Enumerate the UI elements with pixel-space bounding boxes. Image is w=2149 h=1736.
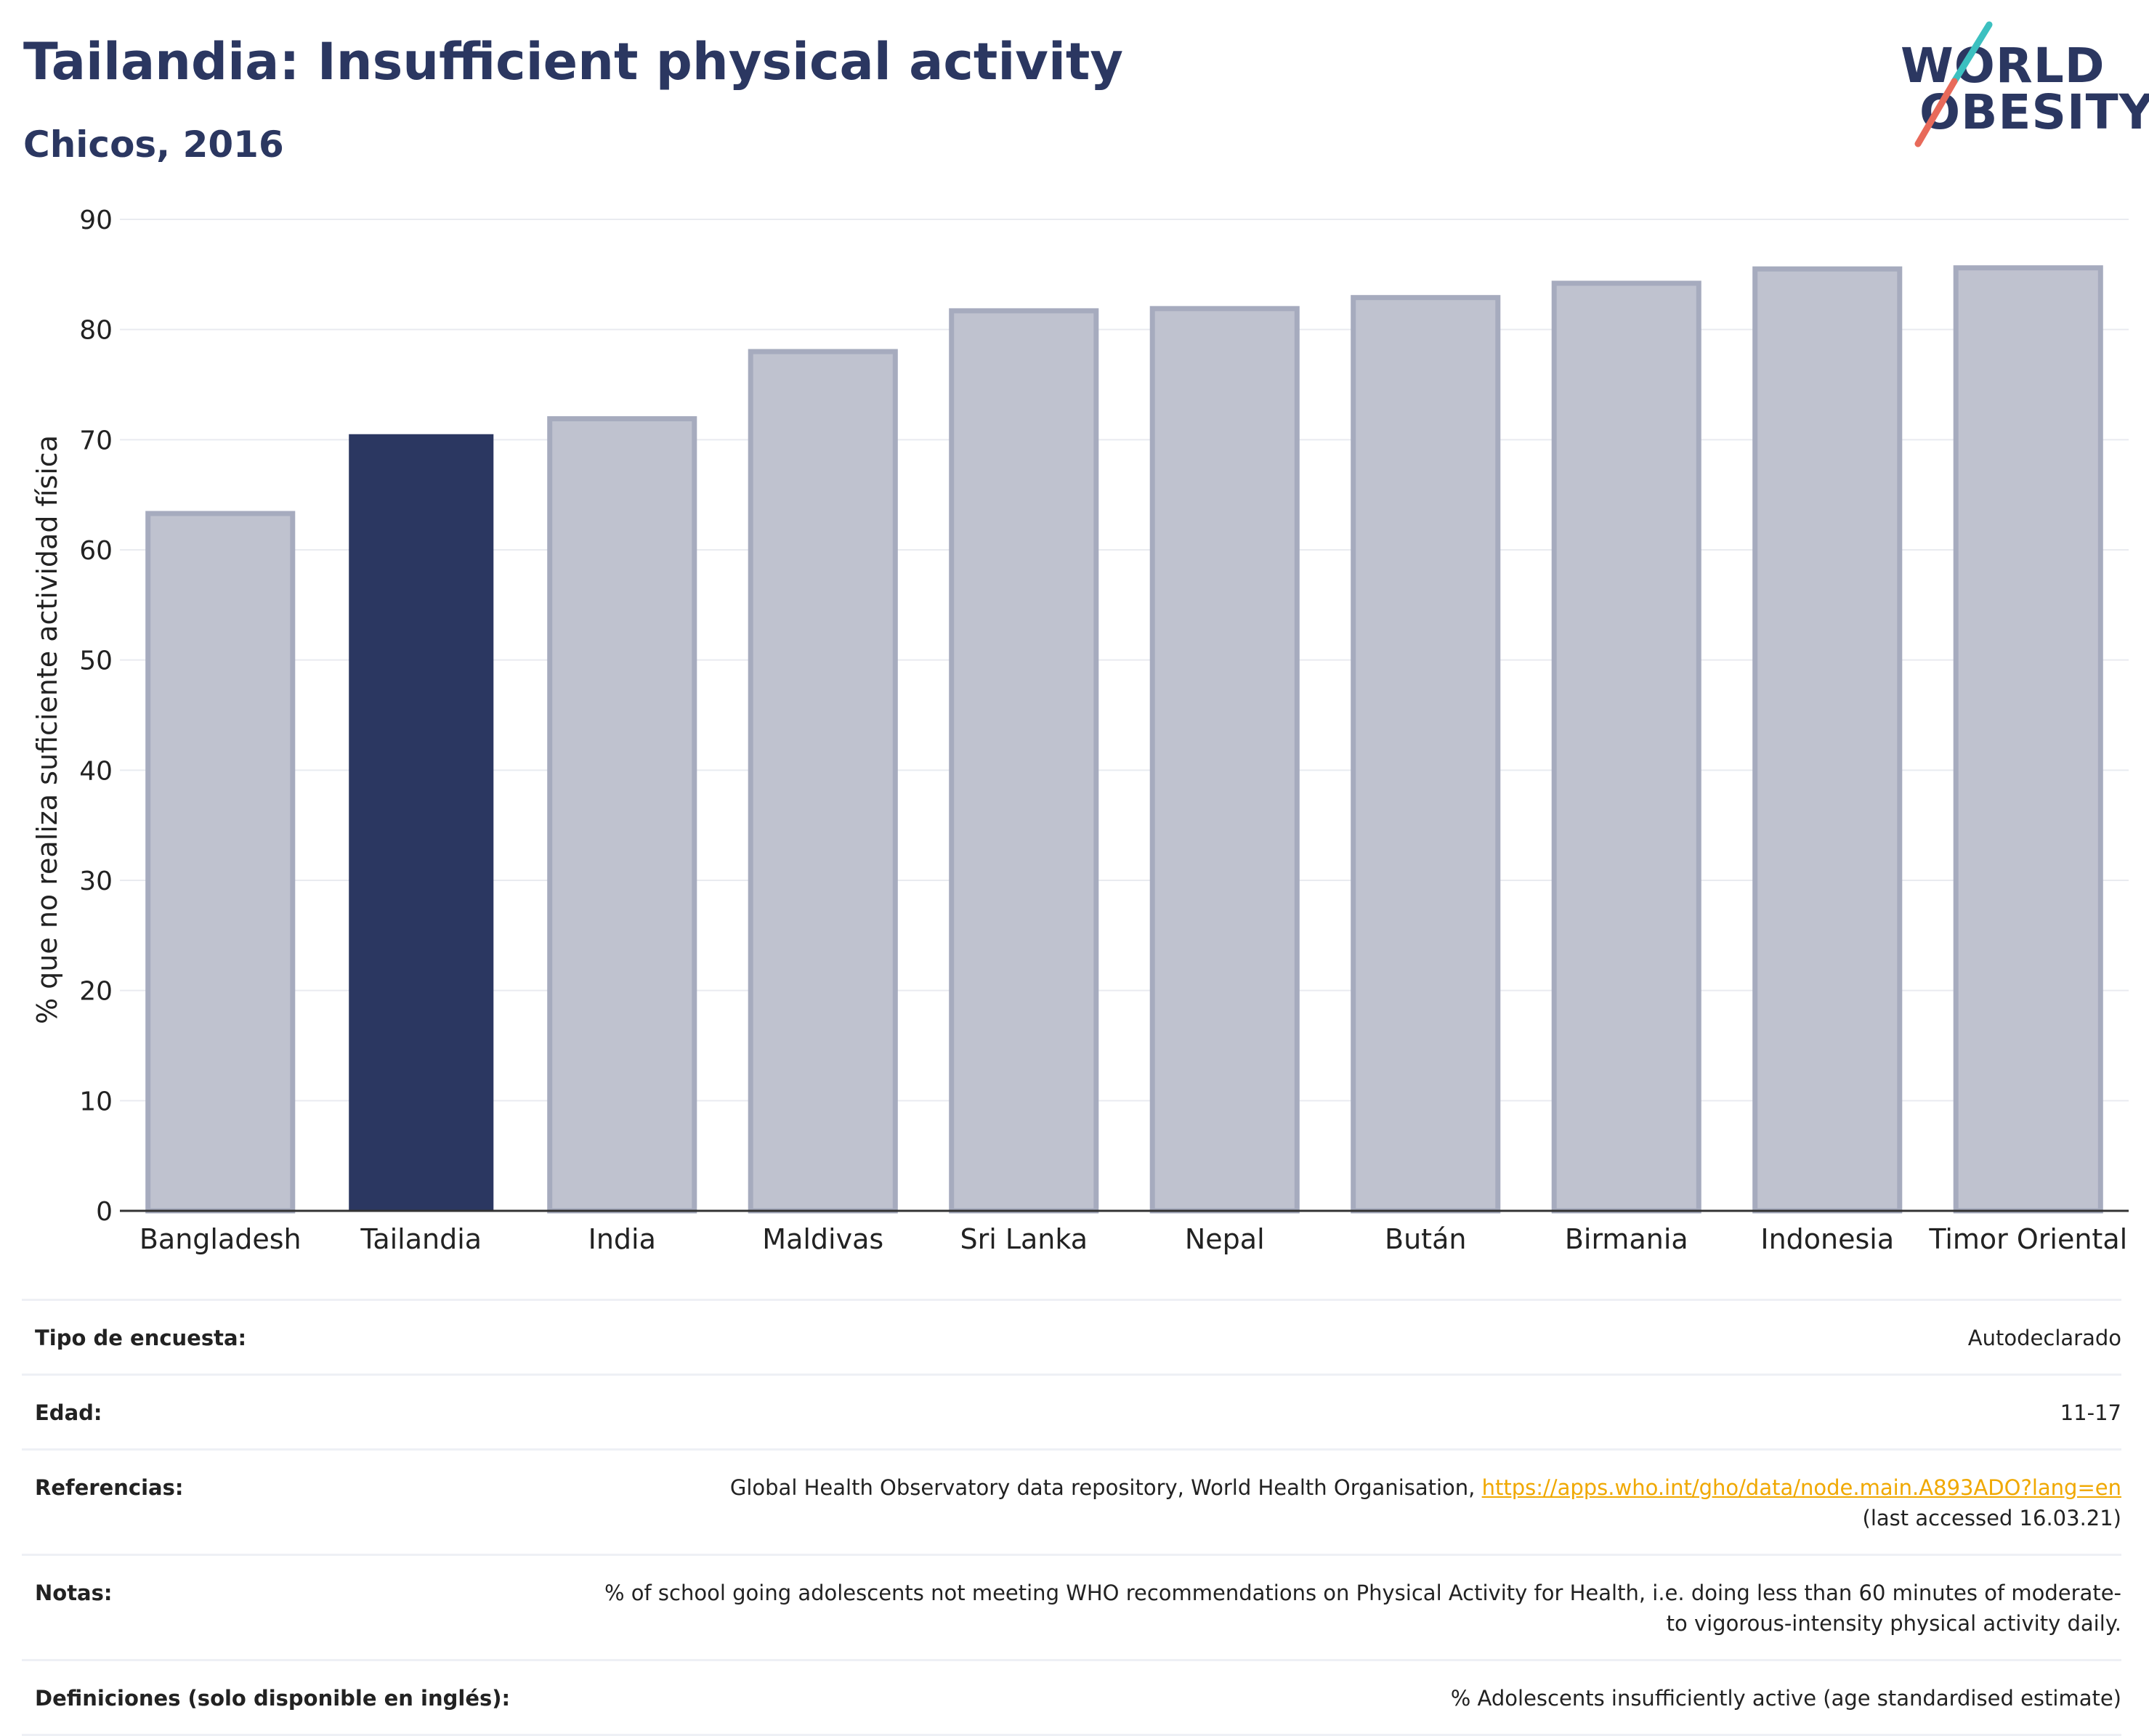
meta-row-references: Referencias: Global Health Observatory d… <box>22 1448 2121 1554</box>
y-tick-label: 50 <box>79 646 113 676</box>
meta-row-notes: Notas: % of school going adolescents not… <box>22 1554 2121 1659</box>
x-tick-label: Tailandia <box>360 1223 482 1255</box>
bar-chart: 0 10 20 30 40 50 60 70 80 90 Bangladesh Tailandia I… <box>31 206 2129 1255</box>
x-tick-label: Bangladesh <box>139 1223 301 1255</box>
bar-but-n <box>1351 295 1501 1214</box>
bar-birmania <box>1551 280 1701 1214</box>
bars <box>145 265 2103 1214</box>
x-tick-label: Birmania <box>1565 1223 1688 1255</box>
bar-bangladesh <box>145 511 296 1214</box>
x-tick-label: Sri Lanka <box>960 1223 1088 1255</box>
meta-value: Global Health Observatory data repositor… <box>730 1472 2121 1533</box>
y-axis-ticks: 0 10 20 30 40 50 60 70 80 90 <box>79 206 113 1227</box>
bar-india <box>547 416 697 1214</box>
meta-key: Definiciones (solo disponible en inglés)… <box>35 1686 511 1711</box>
bar-tailandia <box>349 434 494 1211</box>
meta-key: Referencias: <box>35 1475 184 1500</box>
bar-sri-lanka <box>949 308 1099 1214</box>
y-tick-label: 60 <box>79 536 113 566</box>
reference-accessed: (last accessed 16.03.21) <box>1862 1506 2121 1530</box>
y-axis-label: % que no realiza suficiente actividad fí… <box>31 435 63 1024</box>
y-tick-label: 40 <box>79 756 113 786</box>
y-tick-label: 0 <box>96 1197 113 1227</box>
y-tick-label: 90 <box>79 206 113 235</box>
logo-word-world: WORLD <box>1901 38 2105 94</box>
reference-text: Global Health Observatory data repositor… <box>729 1475 1482 1500</box>
bar-maldivas <box>748 349 898 1214</box>
x-tick-label: Bután <box>1385 1223 1466 1255</box>
meta-key: Edad: <box>35 1400 102 1425</box>
meta-value: % of school going adolescents not meetin… <box>604 1581 2121 1636</box>
x-tick-label: India <box>588 1223 656 1255</box>
bar-nepal <box>1149 306 1300 1214</box>
meta-value: 11-17 <box>2060 1400 2121 1425</box>
x-tick-label: Timor Oriental <box>1928 1223 2127 1255</box>
y-tick-label: 30 <box>79 867 113 896</box>
bar-indonesia <box>1752 266 1903 1214</box>
y-tick-label: 20 <box>79 977 113 1007</box>
logo-slash-icon <box>1914 21 1993 147</box>
metadata-table: Tipo de encuesta: Autodeclarado Edad: 11… <box>22 1299 2121 1736</box>
logo-word-obesity: OBESITY <box>1919 84 2149 140</box>
world-obesity-logo: WORLD OBESITY <box>1896 20 2149 151</box>
meta-key: Notas: <box>35 1581 113 1605</box>
meta-row-survey-type: Tipo de encuesta: Autodeclarado <box>22 1299 2121 1374</box>
y-tick-label: 80 <box>79 316 113 346</box>
y-tick-label: 10 <box>79 1087 113 1116</box>
chart-subtitle: Chicos, 2016 <box>23 123 284 166</box>
meta-value: Autodeclarado <box>1967 1326 2121 1350</box>
meta-key: Tipo de encuesta: <box>35 1326 247 1350</box>
chart-title: Tailandia: Insufficient physical activit… <box>23 32 1124 92</box>
meta-value: % Adolescents insufficiently active (age… <box>1450 1686 2121 1711</box>
y-tick-label: 70 <box>79 426 113 455</box>
x-tick-label: Indonesia <box>1760 1223 1894 1255</box>
x-tick-label: Nepal <box>1185 1223 1265 1255</box>
meta-row-definitions: Definiciones (solo disponible en inglés)… <box>22 1659 2121 1736</box>
meta-row-age: Edad: 11-17 <box>22 1374 2121 1448</box>
x-tick-label: Maldivas <box>762 1223 883 1255</box>
x-axis-ticks: Bangladesh Tailandia India Maldivas Sri Lank… <box>139 1223 2127 1255</box>
bar-timor-oriental <box>1953 265 2103 1214</box>
reference-link[interactable]: https://apps.who.int/gho/data/node.main.… <box>1481 1475 2121 1500</box>
